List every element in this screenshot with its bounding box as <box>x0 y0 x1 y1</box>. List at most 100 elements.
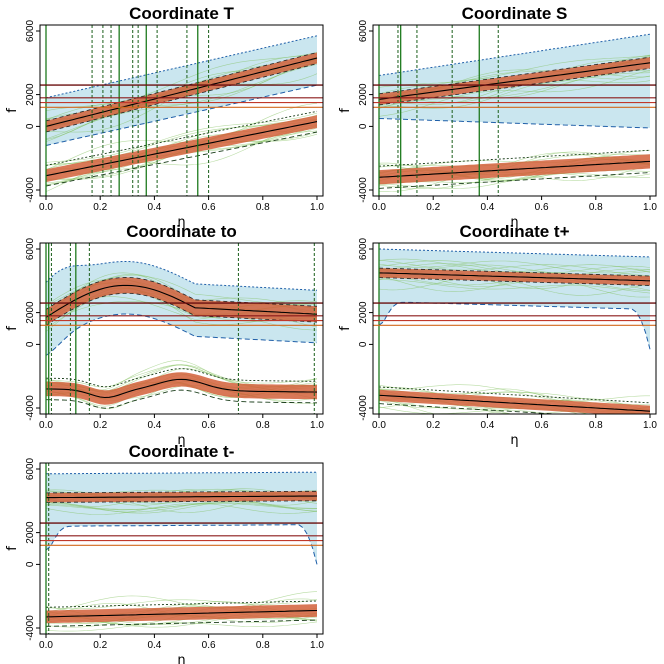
y-tick-label: -4000 <box>25 615 36 641</box>
upper-outer-envelope <box>379 249 650 350</box>
x-axis-label: η <box>177 215 185 230</box>
sample-curve <box>378 72 651 109</box>
x-tick-label: 0.0 <box>39 420 53 431</box>
x-tick-label: 0.4 <box>147 640 161 651</box>
y-tick-label: 6000 <box>25 457 36 480</box>
y-axis-label: f <box>5 108 20 113</box>
lower-whisker-top <box>45 368 318 388</box>
x-tick-label: 1.0 <box>643 202 657 213</box>
lower-median-curve <box>45 609 318 618</box>
lower-median-curve <box>378 394 651 412</box>
y-tick-label: 6000 <box>358 19 369 42</box>
sample-curve <box>378 406 549 414</box>
panel-1: 0.0 0.2 0.4 0.6 0.8 1.0 -4000 0 2000 6000 η f Coordi… <box>5 4 324 230</box>
plot-frame <box>39 242 324 415</box>
x-axis-label: η <box>510 215 518 230</box>
upper-band-edge <box>378 277 651 286</box>
x-tick-label: 0.2 <box>426 202 440 213</box>
sample-curve <box>45 502 317 510</box>
upper-outer-envelope <box>46 472 317 565</box>
x-tick-label: 1.0 <box>310 420 324 431</box>
plot-area <box>40 25 323 196</box>
panel-title: Coordinate S <box>462 4 568 23</box>
y-tick-label: 2000 <box>25 521 36 544</box>
panel-title: Coordinate t- <box>129 442 235 461</box>
y-tick-label: -4000 <box>25 177 36 203</box>
upper-outer-top <box>45 471 317 475</box>
sample-curve <box>45 621 318 632</box>
lower-median-curve <box>45 121 318 177</box>
x-tick-label: 0.2 <box>426 420 440 431</box>
sample-curve <box>45 503 318 515</box>
x-tick-label: 1.0 <box>310 202 324 213</box>
plot-area <box>40 463 323 634</box>
upper-outer-bottom <box>45 313 318 356</box>
sample-curve <box>45 489 318 507</box>
upper-band-edge <box>45 276 318 310</box>
sample-curve <box>378 260 651 274</box>
x-tick-label: 0.8 <box>256 202 270 213</box>
y-axis-label: f <box>5 326 20 331</box>
y-tick-label: 2000 <box>25 301 36 324</box>
y-axis-label: f <box>5 546 20 551</box>
upper-band-edge <box>45 52 318 122</box>
y-tick-label: -4000 <box>358 395 369 421</box>
x-tick-label: 0.4 <box>147 420 161 431</box>
sample-curve <box>45 112 318 163</box>
panel-3: 0.0 0.2 0.4 0.6 0.8 1.0 -4000 0 2000 6000 η f Coordi… <box>5 222 324 448</box>
x-tick-label: 0.6 <box>535 202 549 213</box>
lower-whisker-top <box>378 386 651 404</box>
lower-whisker-bottom <box>46 389 317 409</box>
x-tick-label: 1.0 <box>643 420 657 431</box>
sample-curve <box>45 64 318 140</box>
panel-title: Coordinate t+ <box>459 222 569 241</box>
lower-whisker-top <box>45 600 318 608</box>
y-tick-label: -4000 <box>25 395 36 421</box>
upper-band-edge <box>378 68 651 106</box>
upper-band-edge <box>45 490 317 494</box>
lower-median-curve <box>45 378 318 399</box>
y-axis-label: f <box>338 326 353 331</box>
plot-area <box>40 243 323 414</box>
x-tick-label: 1.0 <box>310 640 324 651</box>
y-tick-label: 2000 <box>25 83 36 106</box>
plot-frame <box>372 24 657 197</box>
x-tick-label: 0.2 <box>93 420 107 431</box>
upper-median-curve <box>45 57 318 127</box>
panel-5: 0.0 0.2 0.4 0.6 0.8 1.0 -4000 0 2000 6000 η f Coordi… <box>5 442 324 664</box>
x-tick-label: 0.0 <box>372 420 386 431</box>
sample-curve <box>378 69 651 117</box>
lower-whisker-bottom <box>45 619 318 627</box>
upper-band-edge <box>45 63 318 133</box>
x-tick-label: 0.6 <box>202 420 216 431</box>
upper-outer-bottom <box>378 118 651 129</box>
upper-outer-top <box>378 33 651 76</box>
sample-curve <box>378 260 651 274</box>
sample-curve <box>45 103 318 170</box>
plot-frame <box>372 242 657 415</box>
panel-title: Coordinate to <box>126 222 237 241</box>
sample-curve <box>45 599 318 609</box>
x-tick-label: 0.8 <box>589 202 603 213</box>
x-tick-label: 0.8 <box>589 420 603 431</box>
y-tick-label: 2000 <box>358 83 369 106</box>
plot-area <box>373 243 656 414</box>
x-tick-label: 0.4 <box>147 202 161 213</box>
y-tick-label: 0 <box>358 341 369 347</box>
plot-area <box>373 25 656 196</box>
sample-curve <box>378 259 651 276</box>
lower-median-curve <box>378 160 651 178</box>
x-tick-label: 0.6 <box>202 640 216 651</box>
x-tick-label: 0.6 <box>535 420 549 431</box>
x-tick-label: 0.6 <box>202 202 216 213</box>
upper-outer-bottom <box>45 84 318 146</box>
x-tick-label: 0.4 <box>480 202 494 213</box>
upper-band-edge <box>378 267 651 277</box>
upper-band-edge <box>45 292 318 326</box>
sample-curve <box>378 279 651 294</box>
x-tick-label: 0.8 <box>256 420 270 431</box>
sample-curve <box>45 52 318 111</box>
x-tick-label: 0.0 <box>39 640 53 651</box>
x-tick-label: 0.8 <box>256 640 270 651</box>
y-tick-label: -4000 <box>358 177 369 203</box>
